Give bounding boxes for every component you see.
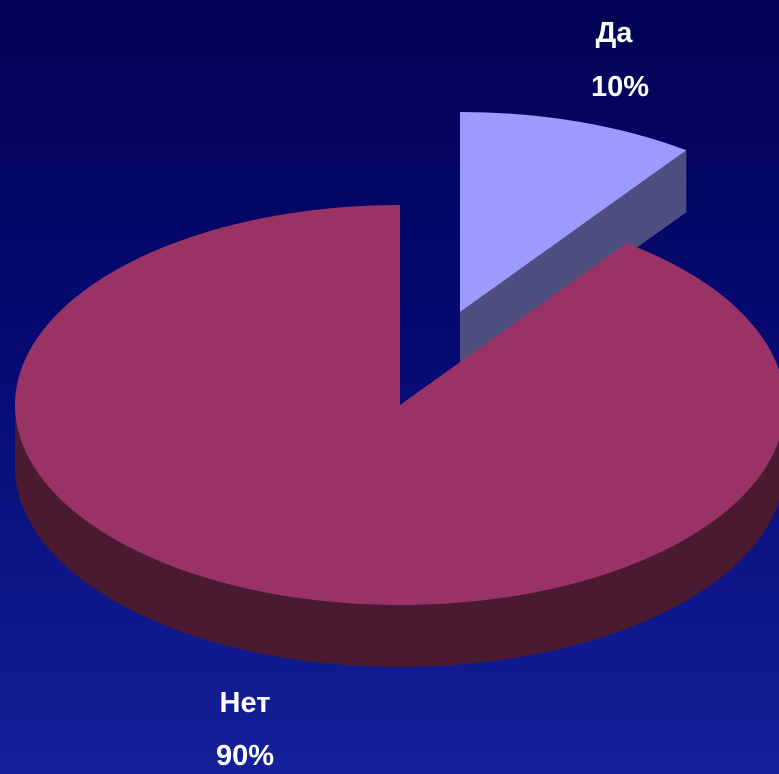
slice-value-yes: 10% bbox=[591, 71, 649, 103]
pie-side-no bbox=[15, 405, 779, 667]
slice-label-yes: Да bbox=[596, 17, 634, 49]
pie-slice-yes bbox=[460, 112, 687, 312]
slice-label-no: Нет bbox=[220, 687, 271, 719]
pie-tops bbox=[15, 112, 779, 605]
pie-sides bbox=[15, 150, 779, 667]
pie-labels: Да 10% Нет 90% bbox=[216, 17, 649, 772]
pie-slice-no bbox=[15, 205, 779, 605]
slice-value-no: 90% bbox=[216, 740, 274, 772]
pie-cut-face-yes bbox=[460, 150, 687, 374]
